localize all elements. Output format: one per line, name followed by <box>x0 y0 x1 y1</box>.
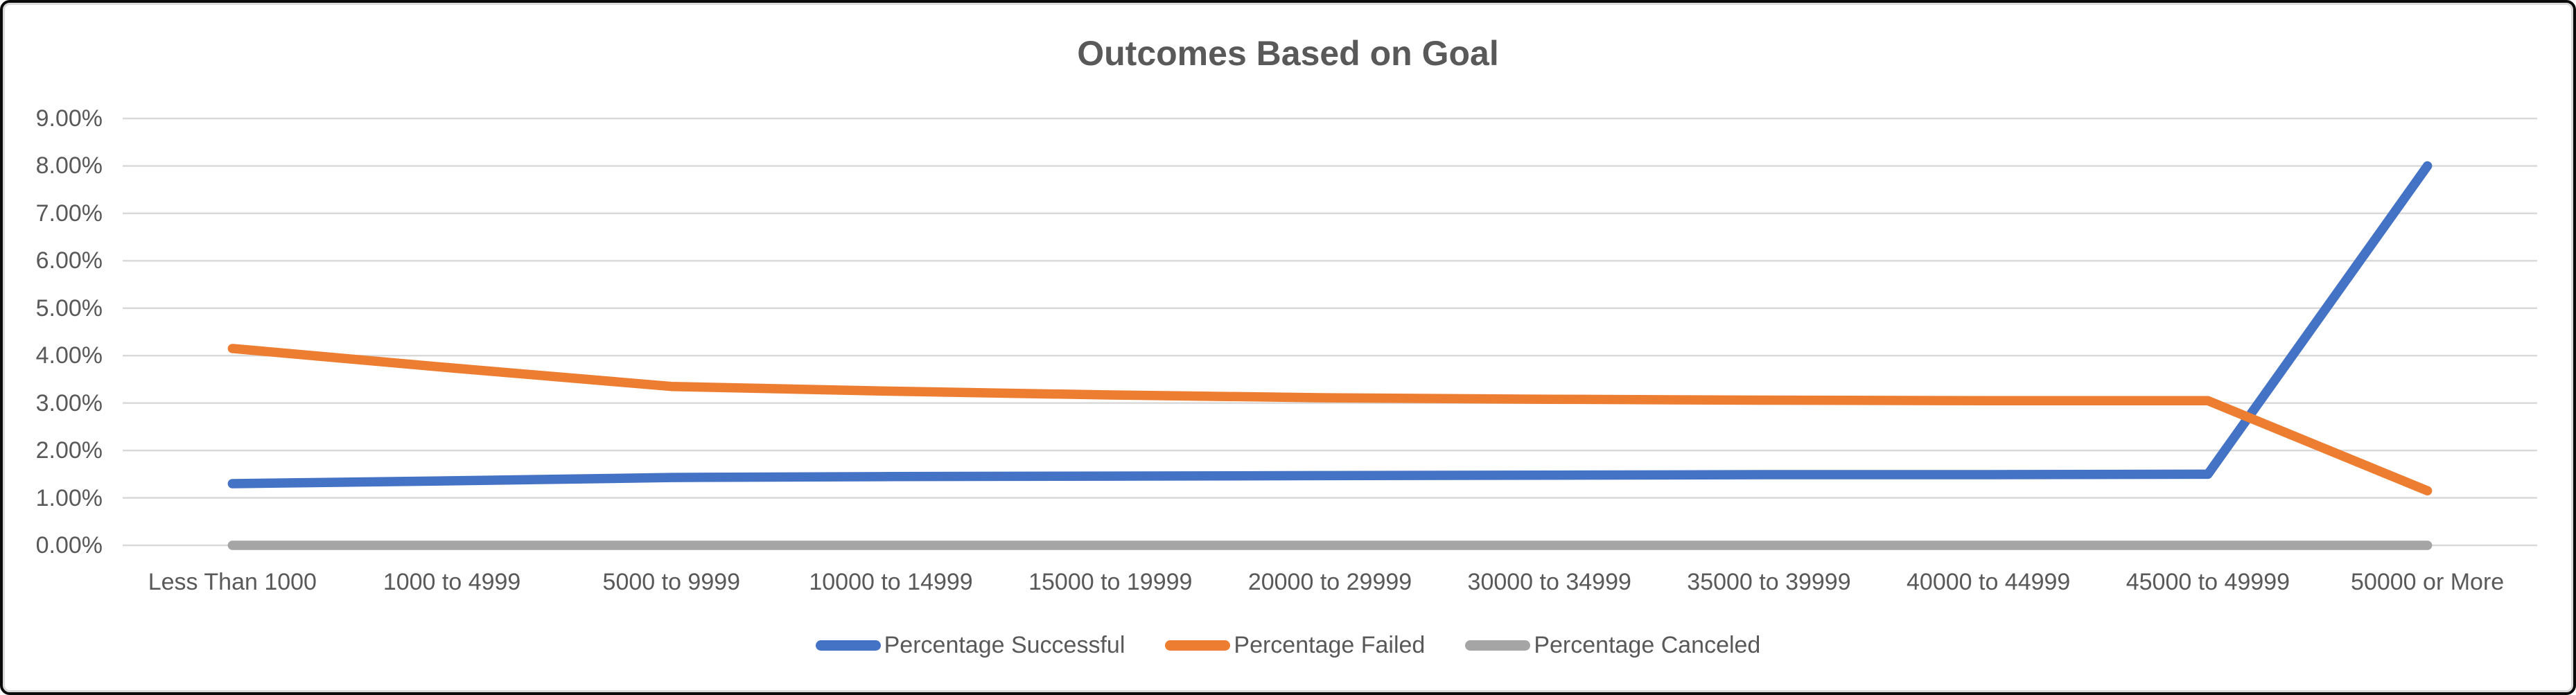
legend-label: Percentage Canceled <box>1534 632 1761 658</box>
y-axis-label: 5.00% <box>35 294 103 322</box>
x-axis-label-1000-to-4999: 1000 to 4999 <box>383 569 521 595</box>
y-axis-label: 6.00% <box>35 247 103 274</box>
x-axis-label-40000-to-44999: 40000 to 44999 <box>1907 569 2071 595</box>
chart-legend: Percentage Successful Percentage Failed Pe… <box>3 632 2573 659</box>
legend-item-percentage-canceled: Percentage Canceled <box>1465 632 1760 659</box>
plot-area <box>123 117 2537 550</box>
legend-label: Percentage Failed <box>1234 632 1426 658</box>
y-axis-label: 8.00% <box>35 152 103 179</box>
legend-label: Percentage Successful <box>884 632 1125 658</box>
x-axis-label-30000-to-34999: 30000 to 34999 <box>1467 569 1631 595</box>
y-axis-label: 9.00% <box>35 105 103 132</box>
series-line-percentage-successful <box>227 161 2433 489</box>
chart-title: Outcomes Based on Goal <box>1077 34 1499 73</box>
legend-marker-percentage-successful <box>815 640 881 651</box>
x-axis-label-45000-to-49999: 45000 to 49999 <box>2126 569 2290 595</box>
legend-marker-percentage-failed <box>1165 640 1231 651</box>
x-axis-label-20000-to-29999: 20000 to 29999 <box>1247 569 1412 595</box>
x-axis-label-5000-to-9999: 5000 to 9999 <box>602 569 741 595</box>
x-axis-label-10000-to-14999: 10000 to 14999 <box>809 569 973 595</box>
legend-item-percentage-successful: Percentage Successful <box>815 632 1125 659</box>
series-line-percentage-failed <box>227 344 2433 496</box>
y-axis-label: 4.00% <box>35 342 103 369</box>
x-axis-label-50000-or-more: 50000 or More <box>2351 569 2505 595</box>
y-axis-label: 3.00% <box>35 389 103 416</box>
x-axis-label-less-than-1000: Less Than 1000 <box>148 569 317 595</box>
x-axis-label-35000-to-39999: 35000 to 39999 <box>1687 569 1851 595</box>
y-axis-label: 1.00% <box>35 484 103 511</box>
y-axis-label: 0.00% <box>35 532 103 558</box>
x-axis-label-15000-to-19999: 15000 to 19999 <box>1028 569 1193 595</box>
legend-item-percentage-failed: Percentage Failed <box>1165 632 1425 659</box>
y-axis-label: 7.00% <box>35 200 103 227</box>
y-axis-label: 2.00% <box>35 437 103 464</box>
legend-marker-percentage-canceled <box>1465 640 1531 651</box>
